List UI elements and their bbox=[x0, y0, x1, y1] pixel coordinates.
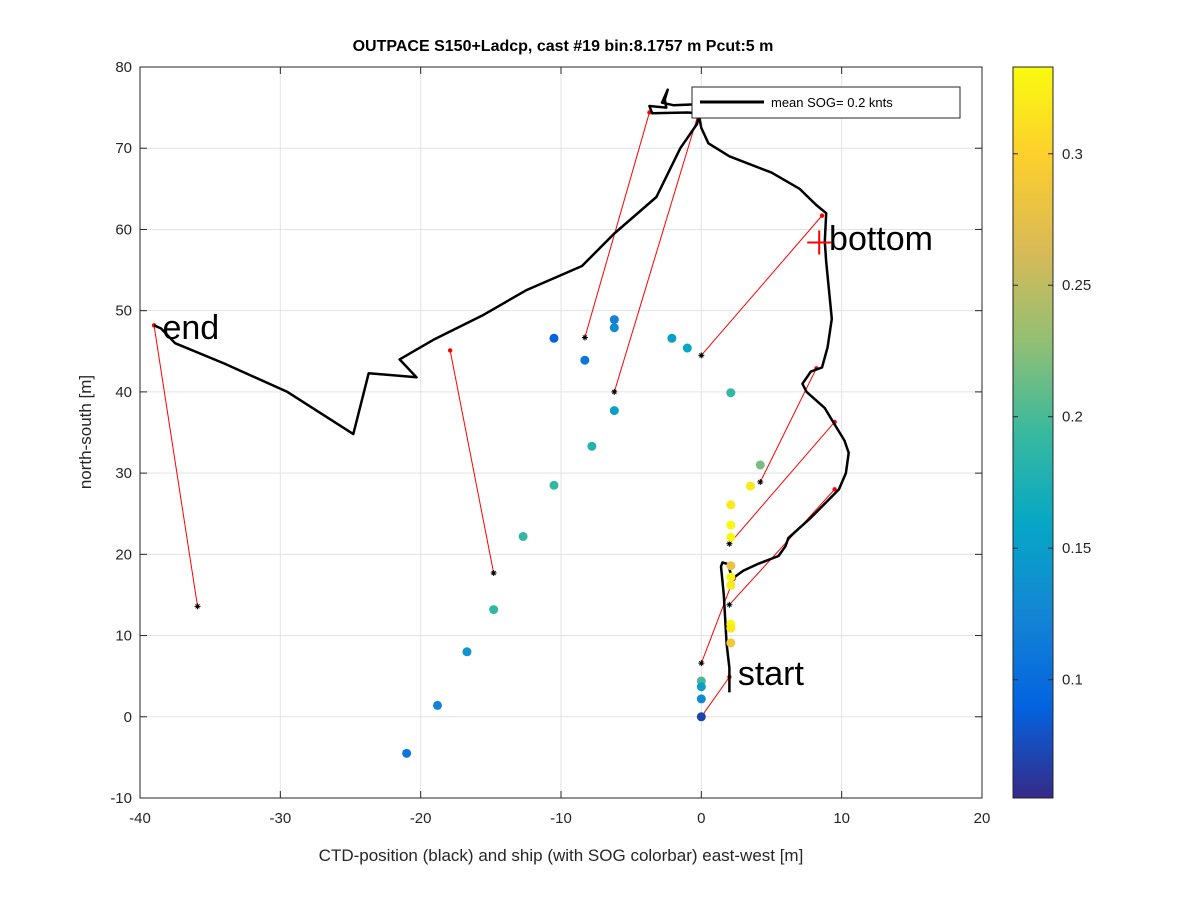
red-link-line bbox=[700, 578, 735, 664]
red-link-lines bbox=[151, 110, 837, 720]
annotation-bottom: bottom bbox=[829, 220, 933, 258]
ship-sample-marker bbox=[194, 603, 201, 610]
ship-sample-marker bbox=[611, 388, 618, 395]
colorbar-ticks: 0.1 0.15 0.2 0.25 0.3 bbox=[1013, 146, 1091, 689]
grid-lines bbox=[140, 67, 982, 798]
ship-point bbox=[609, 323, 619, 333]
y-axis-ticks: -10 0 10 20 30 40 50 60 70 80 bbox=[110, 59, 982, 807]
ship-sample-marker bbox=[698, 352, 705, 359]
chart-title: OUTPACE S150+Ladcp, cast #19 bin:8.1757 … bbox=[353, 38, 774, 55]
ship-sample-marker bbox=[698, 660, 705, 667]
ctd-track bbox=[153, 88, 850, 693]
colorbar bbox=[1013, 67, 1053, 798]
x-tick-label: 0 bbox=[697, 810, 705, 827]
y-tick-label: 70 bbox=[115, 140, 132, 157]
y-tick-label: 80 bbox=[115, 59, 132, 76]
ship-point bbox=[726, 532, 736, 542]
red-link-line bbox=[729, 421, 836, 545]
annotation-start: start bbox=[738, 655, 805, 693]
ship-point bbox=[755, 460, 765, 470]
x-tick-label: -20 bbox=[410, 810, 432, 827]
ship-point bbox=[726, 520, 736, 530]
ship-point bbox=[549, 480, 559, 490]
y-tick-label: 40 bbox=[115, 384, 132, 401]
y-tick-label: 60 bbox=[115, 221, 132, 238]
ship-point bbox=[726, 580, 736, 590]
red-link-line bbox=[449, 350, 495, 574]
x-tick-label: 20 bbox=[974, 810, 991, 827]
ship-sample-marker bbox=[581, 334, 588, 341]
ship-point bbox=[402, 748, 412, 758]
y-tick-label: 20 bbox=[115, 546, 132, 563]
ship-point bbox=[587, 441, 597, 451]
y-tick-label: -10 bbox=[110, 790, 132, 807]
red-link-line bbox=[700, 676, 730, 718]
y-tick-label: 0 bbox=[124, 709, 132, 726]
legend: mean SOG= 0.2 knts bbox=[691, 86, 961, 119]
ship-point bbox=[696, 694, 706, 704]
ship-point bbox=[462, 647, 472, 657]
red-link-line bbox=[153, 325, 199, 607]
red-link-line bbox=[729, 489, 836, 606]
plot-frame bbox=[139, 66, 983, 799]
colorbar-tick-label: 0.3 bbox=[1062, 146, 1083, 163]
ship-point bbox=[726, 623, 736, 633]
ship-point bbox=[682, 343, 692, 353]
x-axis-ticks: -40 -30 -20 -10 0 10 20 bbox=[129, 67, 990, 827]
ship-point bbox=[745, 481, 755, 491]
ctd-track-line bbox=[153, 88, 850, 693]
ship-point bbox=[726, 500, 736, 510]
ship-point bbox=[518, 531, 528, 541]
ship-point bbox=[696, 682, 706, 692]
ship-sample-marker bbox=[490, 570, 497, 577]
red-link-line bbox=[759, 368, 817, 483]
ship-point bbox=[609, 315, 619, 325]
ship-point bbox=[580, 355, 590, 365]
x-tick-label: -40 bbox=[129, 810, 151, 827]
y-axis-label: north-south [m] bbox=[76, 375, 95, 489]
ship-point bbox=[433, 700, 443, 710]
colorbar-tick-label: 0.15 bbox=[1062, 540, 1091, 557]
x-tick-label: 10 bbox=[833, 810, 850, 827]
y-tick-label: 10 bbox=[115, 628, 132, 645]
ship-point bbox=[667, 333, 677, 343]
ship-point bbox=[696, 712, 706, 722]
ctd-sample-marker bbox=[832, 487, 837, 492]
ship-point bbox=[726, 561, 736, 571]
ship-point bbox=[549, 333, 559, 343]
ship-sample-marker bbox=[726, 601, 733, 608]
ship-point bbox=[489, 605, 499, 615]
red-link-line bbox=[700, 215, 823, 356]
colorbar-tick-label: 0.2 bbox=[1062, 409, 1083, 426]
bottom-marker bbox=[807, 230, 832, 255]
legend-label: mean SOG= 0.2 knts bbox=[771, 95, 893, 110]
red-link-line bbox=[613, 113, 700, 393]
x-axis-label: CTD-position (black) and ship (with SOG … bbox=[319, 846, 804, 865]
ship-point bbox=[726, 638, 736, 648]
colorbar-tick-label: 0.25 bbox=[1062, 277, 1091, 294]
ctd-sample-marker bbox=[819, 213, 825, 218]
ship-point bbox=[609, 406, 619, 416]
ship-point bbox=[726, 388, 736, 398]
annotations: start bottom end bbox=[162, 220, 933, 693]
x-tick-label: -30 bbox=[269, 810, 291, 827]
ship-sample-marker bbox=[726, 540, 733, 547]
colorbar-frame bbox=[1012, 66, 1054, 799]
x-tick-label: -10 bbox=[550, 810, 572, 827]
ship-points bbox=[402, 315, 765, 758]
red-link-line bbox=[584, 112, 650, 338]
ctd-sample-marker bbox=[447, 348, 453, 353]
y-tick-label: 30 bbox=[115, 465, 132, 482]
ship-sample-marker bbox=[757, 479, 764, 486]
colorbar-tick-label: 0.1 bbox=[1062, 672, 1083, 689]
ship-point bbox=[726, 572, 736, 582]
y-tick-label: 50 bbox=[115, 303, 132, 320]
annotation-end: end bbox=[162, 309, 219, 347]
